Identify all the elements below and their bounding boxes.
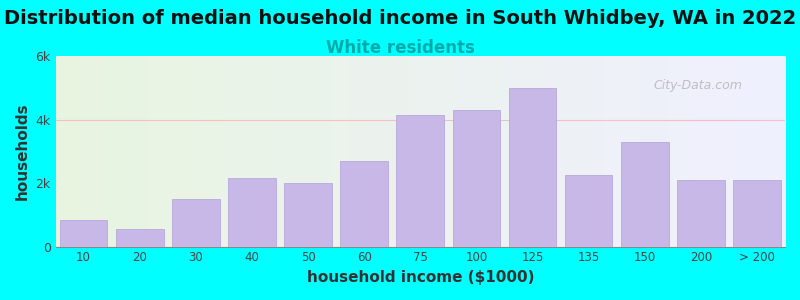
- Bar: [621, 142, 669, 247]
- Text: White residents: White residents: [326, 39, 474, 57]
- Bar: [340, 161, 388, 247]
- Bar: [733, 180, 781, 247]
- Bar: [565, 175, 613, 247]
- Bar: [284, 183, 332, 247]
- Text: Distribution of median household income in South Whidbey, WA in 2022: Distribution of median household income …: [4, 9, 796, 28]
- Bar: [228, 178, 276, 247]
- X-axis label: household income ($1000): household income ($1000): [306, 270, 534, 285]
- Bar: [509, 88, 556, 247]
- Bar: [453, 110, 500, 247]
- Bar: [677, 180, 725, 247]
- Bar: [60, 220, 107, 247]
- Bar: [172, 199, 220, 247]
- Bar: [397, 115, 444, 247]
- Text: City-Data.com: City-Data.com: [654, 79, 742, 92]
- Y-axis label: households: households: [15, 103, 30, 200]
- Bar: [116, 229, 163, 247]
